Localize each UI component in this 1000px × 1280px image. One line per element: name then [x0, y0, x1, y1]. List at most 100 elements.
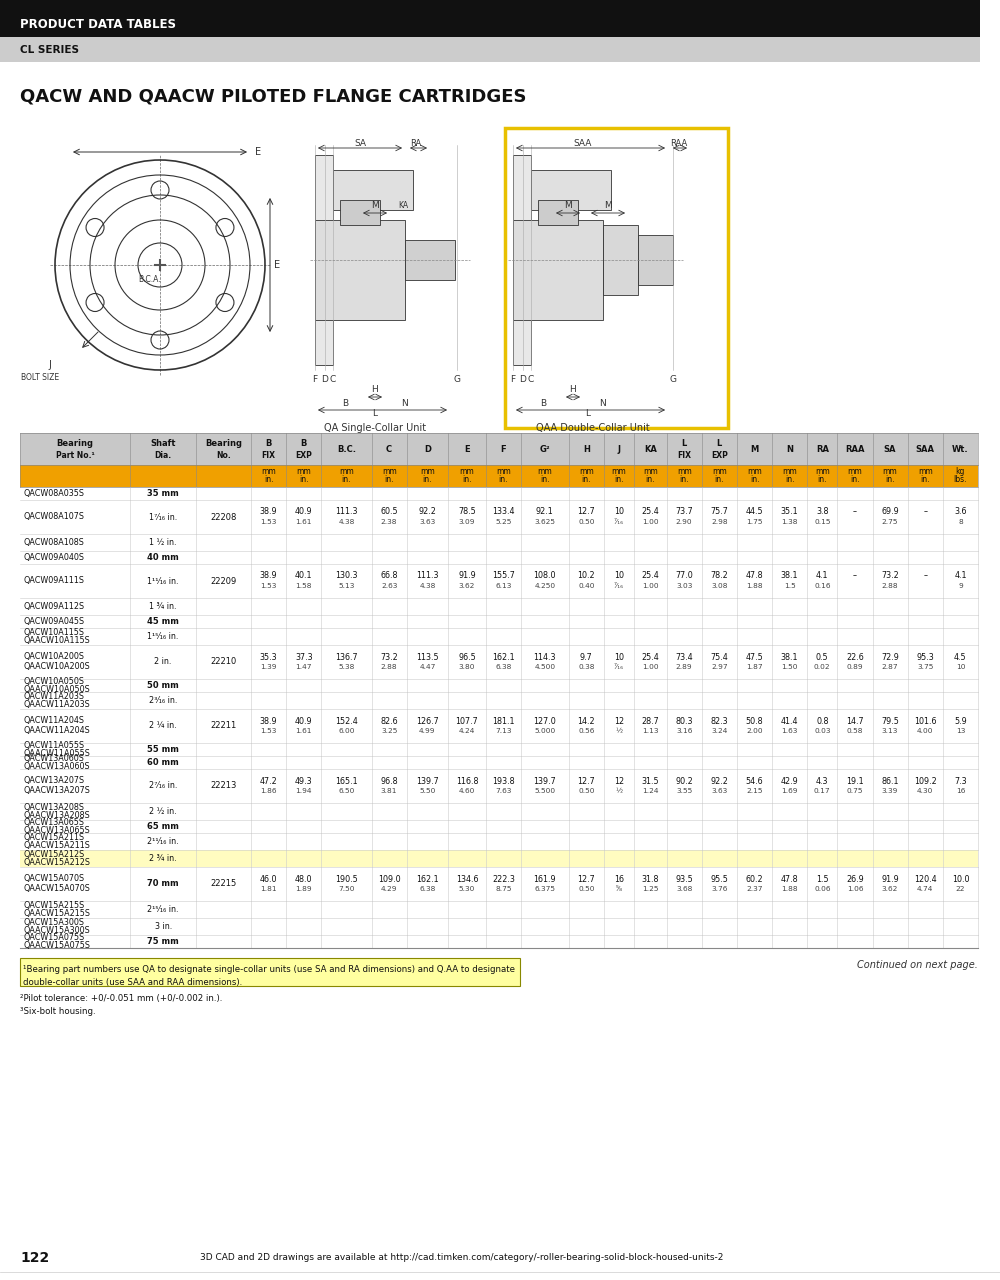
Text: M: M: [750, 444, 759, 453]
Text: 1.50: 1.50: [781, 664, 798, 669]
Text: 2.38: 2.38: [381, 518, 397, 525]
Text: 96.5: 96.5: [458, 653, 476, 662]
Text: ½: ½: [615, 728, 622, 733]
Text: SAA: SAA: [916, 444, 935, 453]
Text: G²: G²: [540, 444, 550, 453]
Text: 35.3: 35.3: [260, 653, 277, 662]
Text: 38.9: 38.9: [260, 717, 277, 726]
Text: 2¹¹⁄₁₆ in.: 2¹¹⁄₁₆ in.: [147, 837, 179, 846]
Text: 6.38: 6.38: [419, 886, 436, 892]
Text: 3.75: 3.75: [917, 664, 933, 669]
Text: M: M: [564, 201, 572, 210]
Text: ½: ½: [615, 788, 622, 794]
Bar: [405, 241, 455, 280]
Bar: [20, 465, 978, 486]
Text: 10: 10: [614, 571, 624, 581]
Text: 47.8: 47.8: [781, 874, 798, 883]
Text: 155.7: 155.7: [492, 571, 515, 581]
Text: 0.17: 0.17: [814, 788, 831, 794]
Text: 2⁷⁄₁₆ in.: 2⁷⁄₁₆ in.: [149, 782, 177, 791]
Text: 1¹¹⁄₁₆ in.: 1¹¹⁄₁₆ in.: [147, 576, 179, 585]
Text: 162.1: 162.1: [492, 653, 515, 662]
Text: 80.3: 80.3: [675, 717, 693, 726]
Text: 9: 9: [958, 582, 963, 589]
Text: 37.3: 37.3: [295, 653, 313, 662]
Text: 47.8: 47.8: [746, 571, 763, 581]
Text: QACW11A203S: QACW11A203S: [23, 692, 84, 701]
Text: B: B: [301, 439, 307, 448]
Text: 31.8: 31.8: [642, 874, 659, 883]
Text: 1.88: 1.88: [746, 582, 763, 589]
Text: QACW15A212S: QACW15A212S: [23, 850, 84, 859]
Text: 22211: 22211: [210, 722, 237, 731]
Text: QAACW11A204S: QAACW11A204S: [23, 727, 90, 736]
Text: 77.0: 77.0: [675, 571, 693, 581]
Text: QAACW15A215S: QAACW15A215S: [23, 909, 90, 918]
Bar: [333, 170, 413, 210]
Text: 16: 16: [956, 788, 965, 794]
Text: 2.89: 2.89: [676, 664, 693, 669]
Text: E: E: [274, 260, 280, 270]
Text: 3.39: 3.39: [882, 788, 898, 794]
Text: 3.8: 3.8: [816, 507, 829, 517]
Text: in.: in.: [499, 475, 508, 485]
Text: PRODUCT DATA TABLES: PRODUCT DATA TABLES: [20, 18, 176, 31]
Text: 4.1: 4.1: [954, 571, 967, 581]
Text: 2³⁄₁₆ in.: 2³⁄₁₆ in.: [149, 696, 177, 705]
Text: 5.25: 5.25: [495, 518, 512, 525]
Text: in.: in.: [679, 475, 689, 485]
Text: B: B: [540, 398, 546, 407]
Text: 1.86: 1.86: [260, 788, 277, 794]
Text: 4.250: 4.250: [534, 582, 555, 589]
Text: 114.3: 114.3: [534, 653, 556, 662]
Text: 35.1: 35.1: [781, 507, 798, 517]
Text: 65 mm: 65 mm: [147, 822, 179, 831]
Text: in.: in.: [921, 475, 930, 485]
Text: FIX: FIX: [262, 451, 276, 460]
Text: 38.9: 38.9: [260, 507, 277, 517]
Text: 0.02: 0.02: [814, 664, 831, 669]
Text: in.: in.: [582, 475, 591, 485]
Text: 126.7: 126.7: [416, 717, 439, 726]
Text: QAACW11A055S: QAACW11A055S: [23, 749, 90, 758]
Text: 165.1: 165.1: [335, 777, 358, 786]
Text: 12.7: 12.7: [577, 507, 595, 517]
Text: 25.4: 25.4: [641, 571, 659, 581]
Text: 46.0: 46.0: [260, 874, 277, 883]
Text: 2 ¾ in.: 2 ¾ in.: [149, 854, 177, 863]
Text: 120.4: 120.4: [914, 874, 937, 883]
Text: 22209: 22209: [210, 576, 237, 585]
Text: G: G: [670, 375, 676, 384]
Text: ¹Bearing part numbers use QA to designate single-collar units (use SA and RA dim: ¹Bearing part numbers use QA to designat…: [23, 965, 515, 974]
Text: 3.625: 3.625: [534, 518, 555, 525]
Text: 1.00: 1.00: [642, 518, 659, 525]
Text: in.: in.: [423, 475, 432, 485]
Bar: [20, 803, 978, 820]
Text: C: C: [330, 375, 336, 384]
Text: EXP: EXP: [295, 451, 312, 460]
Text: 1.81: 1.81: [260, 886, 277, 892]
Text: QAACW10A200S: QAACW10A200S: [23, 663, 90, 672]
Text: QAACW13A060S: QAACW13A060S: [23, 762, 90, 771]
Text: in.: in.: [384, 475, 394, 485]
Text: QACW10A050S: QACW10A050S: [23, 677, 84, 686]
Text: EXP: EXP: [711, 451, 728, 460]
Text: 73.2: 73.2: [881, 571, 899, 581]
Text: mm: mm: [537, 467, 552, 476]
Text: 70 mm: 70 mm: [147, 879, 179, 888]
Text: 6.38: 6.38: [495, 664, 512, 669]
Text: QACW15A211S: QACW15A211S: [23, 833, 84, 842]
Text: Shaft: Shaft: [150, 439, 176, 448]
Bar: [20, 564, 978, 598]
Text: 1 ¾ in.: 1 ¾ in.: [149, 602, 177, 611]
Bar: [20, 742, 978, 756]
Text: QAACW13A065S: QAACW13A065S: [23, 826, 90, 835]
Text: B.C.: B.C.: [337, 444, 356, 453]
Text: 60 mm: 60 mm: [147, 758, 179, 767]
Text: in.: in.: [462, 475, 472, 485]
Text: 1¹⁵⁄₁₆ in.: 1¹⁵⁄₁₆ in.: [147, 632, 179, 641]
Text: QACW15A075S: QACW15A075S: [23, 933, 84, 942]
Text: 95.5: 95.5: [710, 874, 728, 883]
Text: H: H: [583, 444, 590, 453]
Text: D: D: [322, 375, 328, 384]
